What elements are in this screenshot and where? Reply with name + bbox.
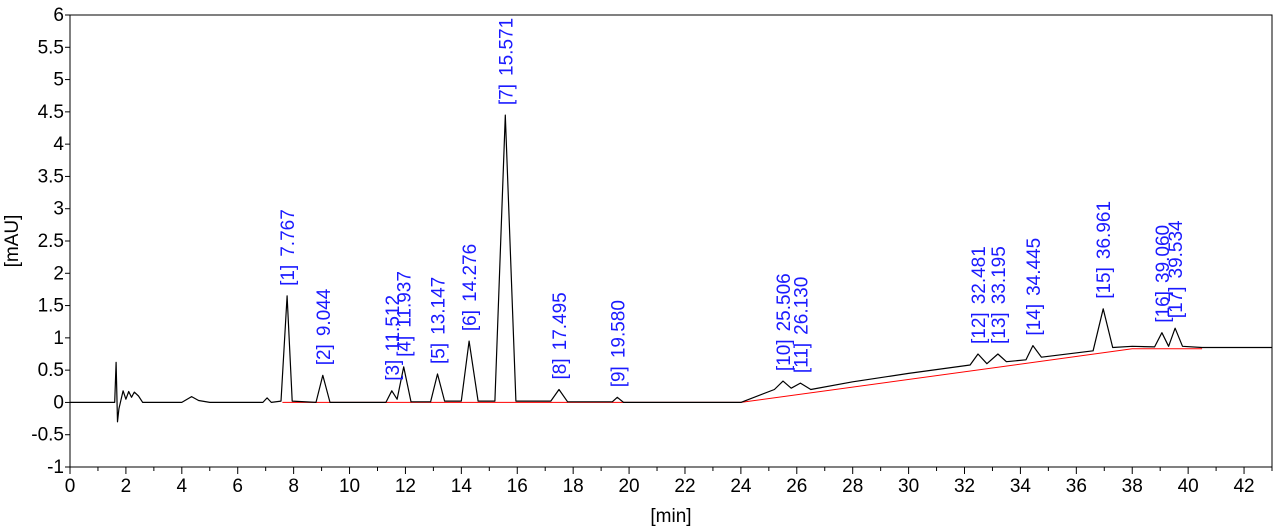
y-tick-label: 2.5 <box>38 231 64 252</box>
x-tick-label: 24 <box>730 476 752 497</box>
x-tick-label: 8 <box>288 476 299 497</box>
peak-label: [5] 13.147 <box>429 277 450 364</box>
x-tick-label: 40 <box>1178 476 1199 497</box>
y-axis-title: [mAU] <box>2 215 23 268</box>
peak-label: [17] 39.534 <box>1166 220 1187 318</box>
peak-number: [9] <box>608 366 629 387</box>
peak-retention-time: 33.195 <box>989 246 1010 304</box>
x-tick-label: 6 <box>232 476 243 497</box>
x-tick-label: 12 <box>395 476 416 497</box>
peak-label: [7] 15.571 <box>496 18 517 105</box>
peak-label: [9] 19.580 <box>608 300 629 387</box>
x-tick-label: 4 <box>177 476 188 497</box>
x-tick-label: 20 <box>618 476 639 497</box>
peak-retention-time: 14.276 <box>460 244 481 302</box>
x-tick-label: 34 <box>1010 476 1032 497</box>
x-tick-label: 22 <box>674 476 695 497</box>
peak-number: [10] <box>774 339 795 371</box>
peak-retention-time: 39.534 <box>1166 220 1187 279</box>
x-tick-label: 30 <box>898 476 919 497</box>
peak-label: [14] 34.445 <box>1024 238 1045 336</box>
peak-number: [8] <box>550 358 571 379</box>
peak-retention-time: 32.481 <box>969 246 990 304</box>
peak-label: [11] 26.130 <box>791 277 812 373</box>
peak-label: [4] 11.937 <box>395 271 416 357</box>
peak-retention-time: 11.937 <box>395 271 416 328</box>
peak-retention-time: 25.506 <box>774 273 795 331</box>
plot-frame <box>69 14 1273 468</box>
peak-number: [3] <box>383 360 404 381</box>
peak-number: [5] <box>429 343 450 364</box>
peak-number: [14] <box>1024 304 1045 336</box>
peak-number: [16] <box>1153 291 1174 323</box>
peak-label: [6] 14.276 <box>460 244 481 331</box>
peak-number: [15] <box>1094 267 1115 299</box>
peak-label: [13] 33.195 <box>989 246 1010 344</box>
peak-retention-time: 17.495 <box>550 292 571 350</box>
x-axis-title: [min] <box>650 506 691 526</box>
peak-retention-time: 19.580 <box>608 300 629 358</box>
y-tick-label: 0.5 <box>38 360 64 381</box>
peak-number: [6] <box>460 310 481 331</box>
y-tick-label: 2 <box>53 263 64 284</box>
y-tick-label: 0 <box>53 392 64 413</box>
peak-number: [2] <box>314 344 335 365</box>
peak-label: [1] 7.767 <box>278 209 299 286</box>
peak-label: [10] 25.506 <box>774 273 795 371</box>
peak-retention-time: 13.147 <box>429 277 450 335</box>
y-tick-label: 6 <box>53 5 64 26</box>
peak-retention-time: 7.767 <box>278 209 299 257</box>
peak-number: [13] <box>989 312 1010 344</box>
y-tick-label: 4 <box>53 134 64 155</box>
y-tick-label: 1.5 <box>38 296 64 317</box>
x-tick-label: 10 <box>339 476 360 497</box>
y-tick-label: -1 <box>47 457 64 478</box>
y-axis: -1 -0.5 0 0.5 1 1.5 2 2.5 3 3.5 4 4.5 5 5.5 6 <box>31 5 70 478</box>
peak-retention-time: 36.961 <box>1094 201 1115 259</box>
x-tick-label: 42 <box>1233 476 1254 497</box>
peak-number: [11] <box>791 343 812 373</box>
peak-number: [12] <box>969 312 990 344</box>
x-tick-label: 16 <box>507 476 528 497</box>
x-tick-label: 18 <box>563 476 584 497</box>
peak-label: [15] 36.961 <box>1094 201 1115 299</box>
peak-retention-time: 26.130 <box>791 277 812 335</box>
peak-number: [7] <box>496 84 517 105</box>
peak-number: [4] <box>395 336 416 357</box>
x-tick-label: 38 <box>1122 476 1143 497</box>
x-tick-label: 2 <box>121 476 132 497</box>
peak-label: [12] 32.481 <box>969 246 990 344</box>
x-axis: 0 2 4 6 8 10 12 14 16 18 20 22 24 26 28 30 32 34 36 38 40 42 <box>65 467 1273 497</box>
y-tick-label: -0.5 <box>31 425 64 446</box>
peak-labels: [1] 7.767 [2] 9.044 [3] 11.512[4] 11.937 [5] 13.… <box>278 18 1187 387</box>
y-tick-label: 5.5 <box>38 37 64 58</box>
y-tick-label: 1 <box>53 328 64 349</box>
peak-retention-time: 15.571 <box>496 18 517 76</box>
peak-retention-time: 9.044 <box>314 288 335 336</box>
x-tick-label: 28 <box>842 476 863 497</box>
x-tick-label: 14 <box>451 476 473 497</box>
chromatogram-trace <box>70 114 1272 423</box>
peak-retention-time: 39.060 <box>1153 225 1174 283</box>
peak-retention-time: 11.512 <box>383 295 404 352</box>
peak-number: [1] <box>278 265 299 286</box>
x-tick-label: 26 <box>786 476 807 497</box>
integration-baseline <box>282 348 1203 403</box>
peak-label: [8] 17.495 <box>550 292 571 379</box>
y-tick-label: 5 <box>53 70 64 91</box>
y-tick-label: 4.5 <box>38 102 64 123</box>
peak-label: [3] 11.512 <box>383 295 404 381</box>
y-tick-label: 3 <box>53 199 64 220</box>
x-tick-label: 0 <box>65 476 76 497</box>
x-tick-label: 32 <box>954 476 975 497</box>
x-tick-label: 36 <box>1066 476 1087 497</box>
peak-retention-time: 34.445 <box>1024 238 1045 296</box>
peak-number: [17] <box>1166 286 1187 318</box>
peak-label: [16] 39.060 <box>1153 225 1174 323</box>
peak-label: [2] 9.044 <box>314 288 335 365</box>
y-tick-label: 3.5 <box>38 166 64 187</box>
